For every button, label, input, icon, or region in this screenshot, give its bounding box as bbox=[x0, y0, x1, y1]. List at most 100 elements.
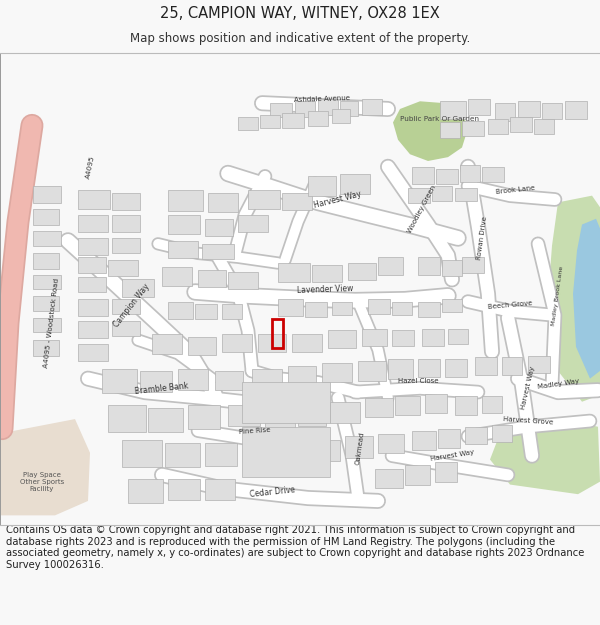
Bar bbox=[78, 276, 106, 292]
Bar bbox=[330, 402, 360, 423]
Bar bbox=[168, 215, 200, 234]
Bar bbox=[78, 190, 110, 209]
Bar bbox=[312, 440, 340, 461]
Bar bbox=[365, 398, 393, 417]
Bar bbox=[518, 101, 540, 117]
Text: A4095 - Woodstock Road: A4095 - Woodstock Road bbox=[44, 278, 61, 368]
Bar bbox=[168, 479, 200, 500]
Bar bbox=[392, 331, 414, 346]
Bar bbox=[305, 302, 327, 317]
Text: Woodley Green: Woodley Green bbox=[407, 184, 437, 234]
Bar bbox=[168, 302, 193, 319]
Bar bbox=[460, 165, 480, 182]
Bar bbox=[188, 338, 216, 354]
Bar bbox=[412, 431, 436, 450]
Bar bbox=[195, 304, 217, 319]
Bar bbox=[378, 258, 403, 274]
Bar bbox=[482, 167, 504, 182]
Bar bbox=[418, 258, 440, 274]
Bar bbox=[442, 299, 462, 312]
Text: Lavender View: Lavender View bbox=[296, 284, 353, 294]
Bar bbox=[33, 209, 59, 224]
Bar bbox=[345, 436, 373, 457]
Bar bbox=[128, 479, 163, 503]
Bar bbox=[362, 99, 382, 115]
Bar bbox=[392, 302, 412, 315]
Bar bbox=[202, 244, 234, 259]
Bar bbox=[122, 440, 162, 468]
Bar bbox=[198, 270, 226, 287]
Bar bbox=[33, 318, 61, 332]
Polygon shape bbox=[573, 219, 600, 379]
Bar bbox=[228, 404, 260, 426]
Bar bbox=[205, 443, 237, 466]
Text: Bramble Bank: Bramble Bank bbox=[135, 381, 189, 396]
Bar bbox=[228, 272, 258, 289]
Bar bbox=[328, 331, 356, 348]
Bar bbox=[78, 321, 108, 338]
Bar bbox=[395, 396, 420, 415]
Bar bbox=[238, 117, 258, 130]
Bar bbox=[260, 115, 280, 128]
Bar bbox=[112, 215, 140, 232]
Bar bbox=[565, 101, 587, 119]
Text: Contains OS data © Crown copyright and database right 2021. This information is : Contains OS data © Crown copyright and d… bbox=[6, 525, 584, 570]
Bar bbox=[108, 260, 138, 276]
Bar bbox=[408, 188, 430, 203]
Bar bbox=[418, 359, 440, 377]
Bar bbox=[348, 263, 376, 281]
Bar bbox=[288, 366, 316, 386]
Bar bbox=[282, 192, 312, 210]
Bar bbox=[495, 103, 515, 121]
Text: Cedar Drive: Cedar Drive bbox=[249, 486, 295, 499]
Bar bbox=[242, 427, 330, 477]
Bar bbox=[340, 174, 370, 194]
Bar bbox=[475, 357, 497, 375]
Bar bbox=[340, 101, 358, 116]
Bar bbox=[270, 103, 292, 117]
Bar bbox=[358, 361, 386, 381]
Text: Campion Way: Campion Way bbox=[112, 282, 152, 329]
Text: Hazel Close: Hazel Close bbox=[398, 378, 438, 384]
Bar bbox=[33, 340, 59, 356]
Bar bbox=[112, 238, 140, 253]
Bar bbox=[168, 190, 203, 211]
Bar bbox=[278, 299, 303, 316]
Bar bbox=[542, 103, 562, 119]
Bar bbox=[362, 329, 387, 346]
Bar bbox=[258, 334, 286, 352]
Bar bbox=[112, 192, 140, 210]
Bar bbox=[502, 357, 522, 375]
Bar bbox=[422, 329, 444, 346]
Bar bbox=[222, 334, 252, 352]
Bar bbox=[418, 302, 440, 317]
Bar bbox=[462, 258, 484, 272]
Bar bbox=[388, 359, 413, 379]
Bar bbox=[465, 427, 487, 444]
Bar bbox=[78, 299, 108, 316]
Bar bbox=[122, 279, 154, 297]
Bar bbox=[33, 253, 59, 269]
Bar bbox=[378, 434, 404, 452]
Bar bbox=[482, 396, 502, 413]
Bar bbox=[448, 329, 468, 344]
Text: Rowan Drive: Rowan Drive bbox=[476, 216, 488, 260]
Bar bbox=[425, 394, 447, 413]
Bar bbox=[148, 408, 183, 432]
Text: Beech Grove: Beech Grove bbox=[488, 301, 532, 311]
Bar bbox=[455, 396, 477, 415]
Bar bbox=[368, 299, 390, 314]
Bar bbox=[292, 334, 322, 352]
Bar bbox=[208, 192, 238, 212]
Text: Madley Way: Madley Way bbox=[537, 379, 579, 390]
Bar bbox=[78, 215, 108, 232]
Polygon shape bbox=[490, 417, 600, 494]
Bar bbox=[205, 219, 233, 236]
Bar bbox=[278, 263, 310, 282]
Bar bbox=[312, 265, 342, 282]
Bar bbox=[468, 99, 490, 115]
Bar bbox=[438, 429, 460, 448]
Bar bbox=[442, 260, 462, 276]
Bar bbox=[295, 101, 315, 117]
Bar bbox=[322, 363, 352, 382]
